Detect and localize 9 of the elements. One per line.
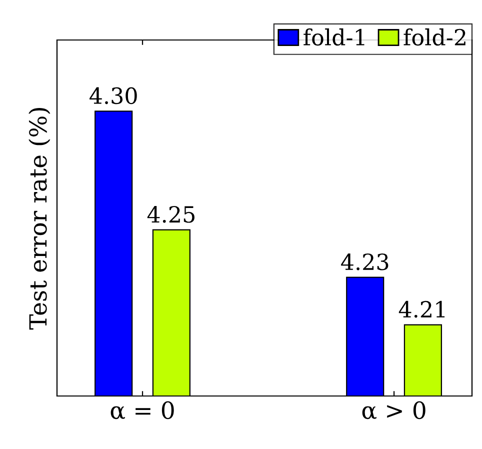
legend-label: fold-2 xyxy=(404,28,466,46)
x-tick-label: α > 0 xyxy=(362,401,426,420)
y-axis-title: Test error rate (%) xyxy=(28,108,50,330)
data-label: 4.30 xyxy=(90,87,137,104)
data-label: 4.21 xyxy=(398,300,445,318)
data-label: 4.25 xyxy=(147,206,194,223)
data-label: 4.23 xyxy=(341,253,388,270)
x-tick-label: α = 0 xyxy=(110,401,174,420)
legend-label: fold-1 xyxy=(304,28,364,46)
